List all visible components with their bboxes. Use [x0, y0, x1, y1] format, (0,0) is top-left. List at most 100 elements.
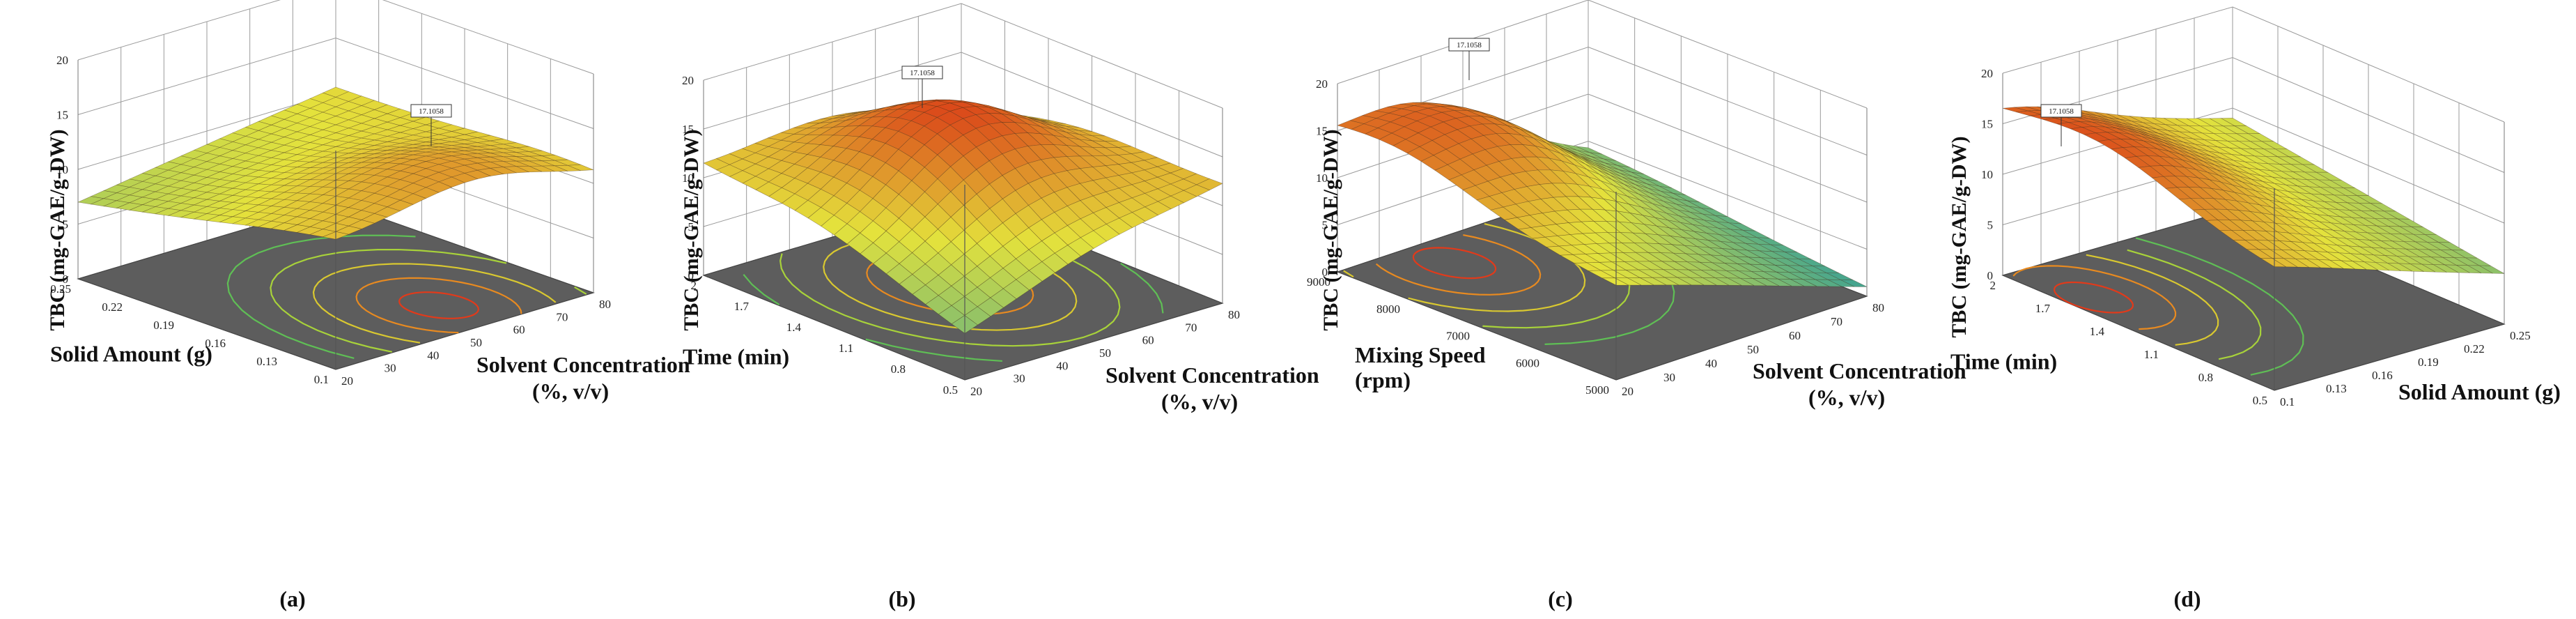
surface-cell	[361, 175, 388, 184]
surface-cell	[1758, 243, 1785, 252]
peak-flag-label: 17.1058	[419, 107, 444, 116]
surface-cell	[2286, 224, 2313, 236]
grid-line	[2002, 56, 2505, 173]
contour-line	[398, 291, 479, 319]
y-tick-label: 20	[341, 374, 353, 388]
peak-flag-label: 17.1058	[1457, 41, 1482, 49]
surface-cell	[387, 146, 414, 151]
panel-caption: (c)	[1548, 586, 1573, 611]
surface-cell	[1521, 135, 1549, 150]
surface-cell	[1079, 134, 1105, 142]
x-tick-label: 1.1	[839, 342, 853, 355]
surface-cell	[154, 169, 183, 179]
surface-cell	[1788, 272, 1816, 280]
surface-cell	[1673, 193, 1700, 203]
surface-cell	[2199, 187, 2226, 200]
surface-cell	[554, 165, 581, 171]
x-tick-label: 5000	[1585, 383, 1609, 397]
x-tick-label: 1.1	[2144, 348, 2159, 361]
surface-cell	[2219, 230, 2246, 241]
x-tick-label: 2	[1990, 279, 1996, 292]
y-tick-label: 80	[1228, 308, 1240, 321]
surface-cell	[90, 190, 118, 199]
z-tick-label: 15	[56, 109, 68, 122]
y-tick-label: 0.13	[2326, 382, 2347, 395]
surface-cell	[1735, 256, 1763, 266]
z-axis-label: TBC (mg-GAE/g-DW)	[1948, 136, 1971, 337]
surface-cell	[1079, 167, 1107, 181]
surface-cell	[1648, 261, 1677, 270]
y-tick-label: 70	[1831, 315, 1842, 328]
surface-cell	[1578, 196, 1606, 211]
surface-cell	[426, 146, 452, 151]
chart-panel-3: 0 5 10 15 20 9000 8000 7000 6000 5000 20 30 40 50 60 70…	[1307, 0, 1966, 611]
y-tick-label: 30	[385, 362, 396, 375]
surface-cell	[412, 131, 440, 138]
x-tick-label: 6000	[1516, 356, 1539, 369]
surface-cell	[425, 121, 453, 129]
x-tick-label: 8000	[1376, 303, 1400, 316]
surface-cell	[1763, 271, 1791, 280]
surface-cell	[515, 165, 543, 173]
surface-cell	[1558, 148, 1586, 165]
surface-cell	[296, 126, 324, 135]
surface-cell	[335, 162, 362, 169]
surface-cell	[1668, 227, 1696, 239]
surface-cell	[962, 101, 989, 108]
surface-cell	[2298, 226, 2324, 237]
surface-cell	[412, 151, 440, 157]
surface-cell	[387, 158, 414, 165]
surface-cell	[258, 165, 285, 172]
surface-cell	[361, 139, 388, 146]
surface-cell	[988, 112, 1016, 123]
x-axis-label: Mixing Speed	[1355, 342, 1486, 367]
surface-cell	[1523, 156, 1551, 171]
surface-cell	[1565, 196, 1593, 210]
surface-cell	[1431, 134, 1459, 150]
contour-line	[1343, 270, 1354, 278]
surface-cell	[386, 163, 414, 171]
surface-cell	[2083, 110, 2109, 118]
y-axis-label: (%, v/v)	[1161, 389, 1238, 414]
contour-line	[2012, 268, 2026, 277]
x-tick-label: 0.16	[205, 337, 226, 350]
y-tick-label: 80	[1872, 301, 1884, 314]
surface-cell	[962, 106, 990, 115]
surface-cell	[1746, 250, 1774, 259]
surface-cell	[1815, 279, 1842, 287]
x-tick-label: 1.4	[786, 321, 802, 334]
contour-line	[1120, 263, 1164, 314]
z-tick-label: 10	[56, 163, 68, 176]
surface-cell	[477, 161, 504, 169]
y-tick-label: 20	[970, 385, 982, 398]
y-tick-label: 0.1	[2280, 395, 2295, 408]
surface-cell	[1597, 169, 1625, 185]
surface-cell	[1469, 123, 1497, 136]
chart-panel-2: 0 5 10 15 20 2 1.7 1.4 1.1 0.8 0.5 20 30 40 50 60 70 80 TB…	[680, 3, 1319, 611]
surface-cell	[476, 168, 504, 176]
y-axis-label: Solvent Concentration	[1753, 358, 1966, 383]
surface-cell	[451, 147, 478, 151]
surface-cell	[1614, 277, 1642, 286]
surface-cell	[2159, 155, 2185, 168]
z-tick-label: 20	[1981, 67, 1993, 80]
surface-cell	[1689, 277, 1717, 286]
surface-cell	[2344, 231, 2370, 240]
surface-cell	[464, 142, 491, 147]
surface-cell	[1579, 208, 1607, 222]
surface-cell	[348, 144, 375, 150]
surface-cell	[387, 108, 414, 119]
surface-cell	[1674, 198, 1702, 208]
z-tick-label: 0	[63, 273, 69, 286]
surface-cell	[374, 129, 401, 137]
surface-cell	[412, 161, 440, 169]
surface-cell	[1493, 117, 1521, 130]
y-tick-label: 40	[1705, 357, 1717, 370]
surface-cell	[116, 178, 143, 188]
z-tick-label: 20	[56, 54, 68, 67]
x-tick-label: 0.8	[2198, 371, 2213, 384]
x-axis-label: (rpm)	[1355, 367, 1411, 392]
x-axis-label: Time (min)	[1950, 349, 2057, 374]
surface-cell	[529, 160, 555, 167]
